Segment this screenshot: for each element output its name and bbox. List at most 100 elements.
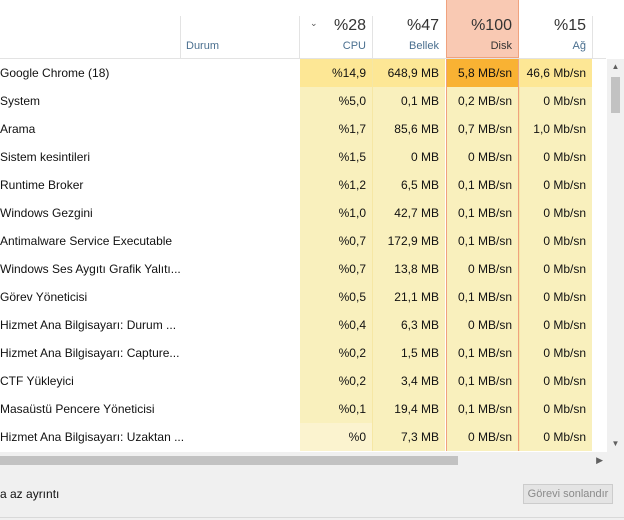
memory-cell: 3,4 MB [372,367,445,395]
memory-cell: 7,3 MB [372,423,445,451]
disk-total: %100 [471,17,512,34]
memory-cell: 21,1 MB [372,283,445,311]
disk-cell: 0 MB/sn [446,255,519,283]
disk-cell: 0,2 MB/sn [446,87,519,115]
network-cell: 0 Mb/sn [519,423,592,451]
column-header-cpu[interactable]: %28 CPU [300,0,372,58]
process-name: CTF Yükleyici [0,374,74,388]
network-cell: 0 Mb/sn [519,87,592,115]
cpu-label: CPU [342,40,366,52]
network-cell: 0 Mb/sn [519,171,592,199]
memory-cell: 6,5 MB [372,171,445,199]
column-header-memory[interactable]: %47 Bellek [372,0,445,58]
table-row[interactable]: Hizmet Ana Bilgisayarı: Durum ... %0,4 6… [0,311,606,339]
cpu-cell: %5,0 [300,87,372,115]
table-row[interactable]: Runtime Broker %1,2 6,5 MB 0,1 MB/sn 0 M… [0,171,606,199]
table-row[interactable]: CTF Yükleyici %0,2 3,4 MB 0,1 MB/sn 0 Mb… [0,367,606,395]
memory-total: %47 [406,17,439,34]
disk-cell: 0,7 MB/sn [446,115,519,143]
table-row[interactable]: Hizmet Ana Bilgisayarı: Capture... %0,2 … [0,339,606,367]
disk-label: Disk [490,40,512,52]
column-header-status-label: Durum [186,40,220,52]
scroll-up-arrow-icon[interactable]: ▲ [611,62,620,71]
network-cell: 0 Mb/sn [519,367,592,395]
table-row[interactable]: System %5,0 0,1 MB 0,2 MB/sn 0 Mb/sn [0,87,606,115]
network-cell: 0 Mb/sn [519,311,592,339]
column-divider[interactable] [592,16,593,58]
cpu-cell: %0,1 [300,395,372,423]
disk-cell: 0,1 MB/sn [446,339,519,367]
table-row[interactable]: Windows Gezgini %1,0 42,7 MB 0,1 MB/sn 0… [0,199,606,227]
fewer-details-link[interactable]: a az ayrıntı [0,487,60,501]
disk-cell: 0,1 MB/sn [446,227,519,255]
disk-cell: 0,1 MB/sn [446,367,519,395]
process-name: Masaüstü Pencere Yöneticisi [0,402,155,416]
process-name: Runtime Broker [0,178,84,192]
table-row[interactable]: Google Chrome (18) %14,9 648,9 MB 5,8 MB… [0,59,606,87]
memory-cell: 6,3 MB [372,311,445,339]
end-task-button[interactable]: Görevi sonlandır [523,484,613,504]
memory-cell: 0 MB [372,143,445,171]
memory-cell: 19,4 MB [372,395,445,423]
memory-cell: 1,5 MB [372,339,445,367]
column-header-network[interactable]: %15 Ağ [519,0,592,58]
table-row[interactable]: Sistem kesintileri %1,5 0 MB 0 MB/sn 0 M… [0,143,606,171]
memory-cell: 172,9 MB [372,227,445,255]
cpu-cell: %1,5 [300,143,372,171]
cpu-cell: %0 [300,423,372,451]
cpu-cell: %0,5 [300,283,372,311]
cpu-cell: %0,7 [300,227,372,255]
network-cell: 0 Mb/sn [519,395,592,423]
column-header-status[interactable]: Durum [181,0,299,58]
scrollbar-corner [607,452,624,469]
disk-cell: 0,1 MB/sn [446,199,519,227]
disk-cell: 0 MB/sn [446,311,519,339]
memory-cell: 42,7 MB [372,199,445,227]
table-row[interactable]: Antimalware Service Executable %0,7 172,… [0,227,606,255]
horizontal-scroll-thumb[interactable] [0,456,458,465]
memory-cell: 13,8 MB [372,255,445,283]
disk-cell: 0 MB/sn [446,423,519,451]
column-header-disk[interactable]: %100 Disk [446,0,519,58]
scroll-right-arrow-icon[interactable]: ▶ [596,455,603,465]
network-cell: 0 Mb/sn [519,199,592,227]
scroll-down-arrow-icon[interactable]: ▼ [611,439,620,448]
disk-cell: 5,8 MB/sn [446,59,519,87]
process-name: Google Chrome (18) [0,66,110,80]
column-header-bar: Durum ⌄ %28 CPU %47 Bellek %100 Disk %15… [0,0,606,59]
process-name: Hizmet Ana Bilgisayarı: Durum ... [0,318,177,332]
cpu-cell: %0,2 [300,367,372,395]
cpu-cell: %0,2 [300,339,372,367]
column-divider[interactable] [299,16,300,58]
disk-cell: 0,1 MB/sn [446,395,519,423]
footer-bar: a az ayrıntı Görevi sonlandır [0,469,624,520]
process-list: Google Chrome (18) %14,9 648,9 MB 5,8 MB… [0,59,606,452]
cpu-cell: %0,4 [300,311,372,339]
network-cell: 0 Mb/sn [519,283,592,311]
process-name: Windows Gezgini [0,206,93,220]
table-row[interactable]: Arama %1,7 85,6 MB 0,7 MB/sn 1,0 Mb/sn [0,115,606,143]
table-row[interactable]: Görev Yöneticisi %0,5 21,1 MB 0,1 MB/sn … [0,283,606,311]
table-row[interactable]: Windows Ses Aygıtı Grafik Yalıtı... %0,7… [0,255,606,283]
column-divider[interactable] [372,16,373,58]
network-cell: 0 Mb/sn [519,227,592,255]
process-name: Hizmet Ana Bilgisayarı: Capture... [0,346,180,360]
horizontal-scrollbar[interactable]: ▶ [0,452,607,469]
network-cell: 0 Mb/sn [519,255,592,283]
table-row[interactable]: Masaüstü Pencere Yöneticisi %0,1 19,4 MB… [0,395,606,423]
vertical-scroll-thumb[interactable] [611,77,620,113]
table-row[interactable]: Hizmet Ana Bilgisayarı: Uzaktan ... %0 7… [0,423,606,451]
process-name: Sistem kesintileri [0,150,91,164]
process-name: Görev Yöneticisi [0,290,88,304]
disk-cell: 0 MB/sn [446,143,519,171]
vertical-scrollbar[interactable]: ▲ ▼ [607,59,624,452]
column-divider[interactable] [180,16,181,58]
process-name: Hizmet Ana Bilgisayarı: Uzaktan ... [0,430,185,444]
memory-label: Bellek [409,40,439,52]
cpu-cell: %1,0 [300,199,372,227]
cpu-cell: %1,7 [300,115,372,143]
network-cell: 0 Mb/sn [519,143,592,171]
network-cell: 1,0 Mb/sn [519,115,592,143]
memory-cell: 648,9 MB [372,59,445,87]
network-label: Ağ [572,40,586,52]
